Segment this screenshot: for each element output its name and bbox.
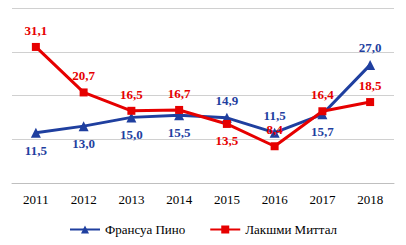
- svg-text:11,5: 11,5: [25, 143, 48, 158]
- svg-text:16,7: 16,7: [168, 86, 191, 101]
- svg-text:Франсуа Пино: Франсуа Пино: [105, 222, 185, 237]
- svg-text:15,5: 15,5: [168, 125, 191, 140]
- svg-text:15,0: 15,0: [120, 127, 143, 142]
- svg-text:20,7: 20,7: [72, 68, 95, 83]
- svg-text:2018: 2018: [357, 192, 383, 207]
- svg-text:16,4: 16,4: [311, 87, 334, 102]
- svg-text:2012: 2012: [71, 192, 97, 207]
- svg-text:Лакшми Миттал: Лакшми Миттал: [245, 222, 337, 237]
- svg-text:15,7: 15,7: [311, 124, 334, 139]
- svg-text:2013: 2013: [118, 192, 144, 207]
- svg-text:2014: 2014: [166, 192, 193, 207]
- svg-text:14,9: 14,9: [216, 93, 239, 108]
- svg-text:13,5: 13,5: [216, 133, 239, 148]
- svg-text:2015: 2015: [214, 192, 240, 207]
- svg-text:8,4: 8,4: [267, 122, 284, 137]
- svg-text:13,0: 13,0: [72, 136, 95, 151]
- svg-text:2016: 2016: [262, 192, 289, 207]
- svg-text:11,5: 11,5: [264, 108, 287, 123]
- svg-text:16,5: 16,5: [120, 87, 143, 102]
- svg-text:2017: 2017: [309, 192, 336, 207]
- svg-text:2011: 2011: [23, 192, 49, 207]
- svg-text:18,5: 18,5: [359, 78, 382, 93]
- svg-text:31,1: 31,1: [25, 23, 48, 38]
- svg-text:27,0: 27,0: [359, 40, 382, 55]
